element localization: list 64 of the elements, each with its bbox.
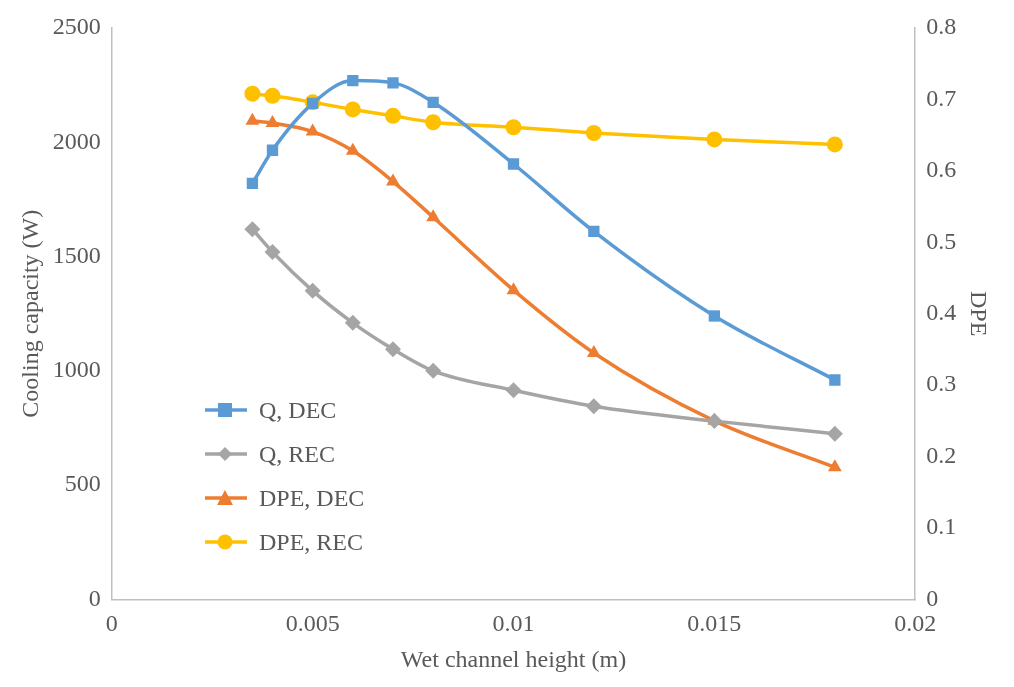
point [305,123,320,136]
point [706,131,723,148]
y2-tick-label: 0 [926,584,939,611]
point [304,282,321,299]
point [387,77,399,89]
y-tick-label: 2000 [52,127,101,154]
point [826,136,843,153]
y-axis-title: Cooling capacity (W) [16,209,43,418]
point [264,87,281,104]
y2-tick-label: 0.8 [926,13,957,40]
x-tick-label: 0.015 [687,610,742,637]
point [507,158,520,170]
point [244,85,261,102]
point [425,114,442,131]
point [425,362,442,379]
legend-label: DPE, DEC [259,484,365,512]
point [505,382,522,399]
point [829,374,841,386]
y-tick-label: 500 [64,470,101,497]
point [345,142,360,155]
x-axis-title: Wet channel height (m) [400,645,627,672]
x-tick-label: 0.005 [285,610,340,637]
x-tick-label: 0.02 [894,610,937,637]
point [246,177,259,190]
y-tick-label: 0 [88,584,101,611]
y2-tick-label: 0.4 [926,299,957,325]
point [344,101,361,118]
point [265,115,280,127]
point [386,173,400,186]
y2-tick-label: 0.7 [926,84,957,111]
y2-tick-label: 0.3 [926,370,957,397]
point [505,119,522,136]
y-tick-label: 1500 [52,241,101,268]
x-tick-label: 0 [105,610,118,637]
point [586,344,601,357]
legend-label: DPE, REC [259,528,364,556]
y-tick-label: 2500 [52,13,101,40]
point [245,112,260,125]
point [506,282,521,295]
y2-tick-label: 0.6 [926,156,957,183]
point [426,209,441,222]
y2-tick-label: 0.5 [926,227,957,254]
point [588,225,600,238]
point [826,425,843,442]
y2-tick-label: 0.2 [926,441,957,468]
x-tick-label: 0.01 [492,610,535,637]
point [266,144,279,156]
legend-label: Q, DEC [259,396,337,424]
point [384,107,401,124]
point [585,125,602,141]
point [264,243,281,260]
y-tick-label: 1000 [52,356,101,383]
point [244,221,261,238]
point [827,459,842,472]
point [347,74,359,87]
point [344,314,361,331]
point [585,398,602,415]
point [427,96,439,108]
legend-label: Q, REC [259,440,336,468]
y2-tick-label: 0.1 [926,513,957,540]
point [708,310,721,322]
point [384,341,401,358]
y2-axis-title: DPE [966,291,993,337]
point [706,413,723,430]
